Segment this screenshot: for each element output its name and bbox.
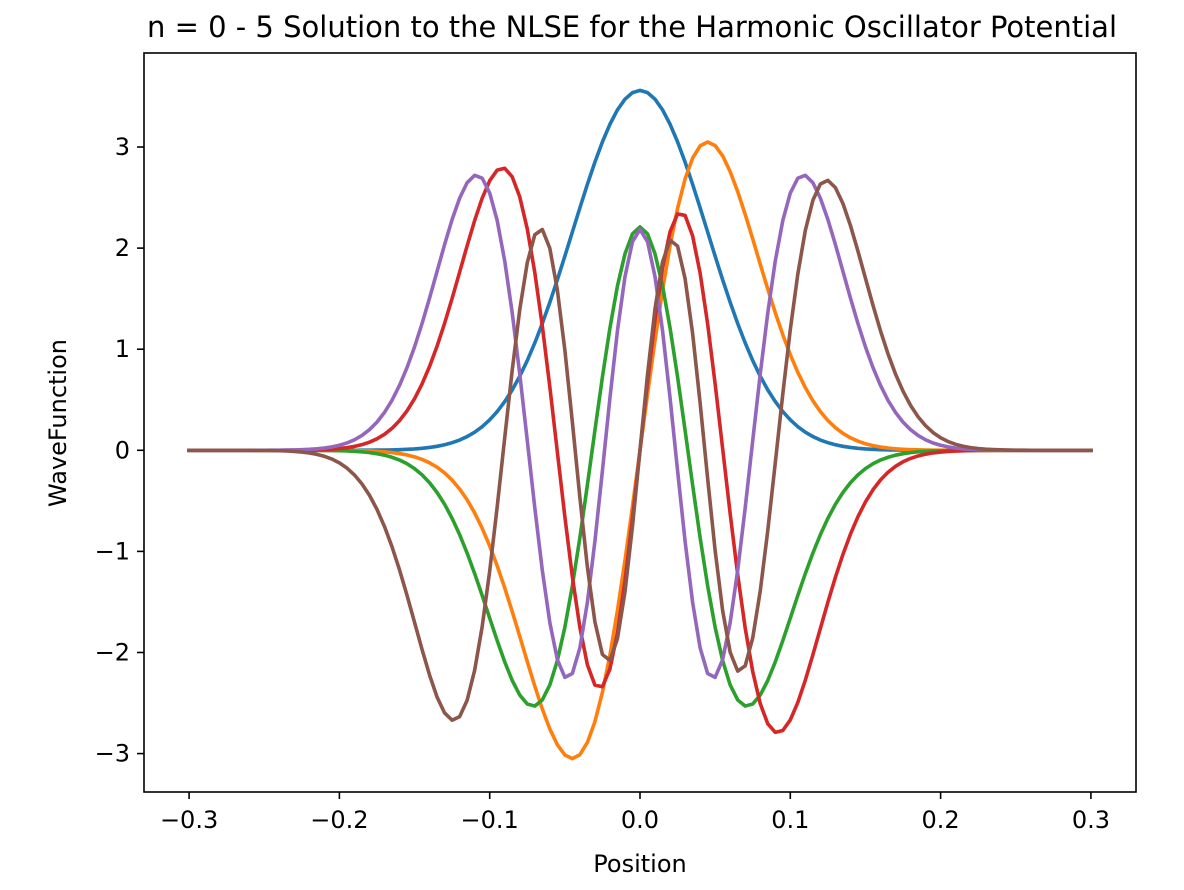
x-axis-label: Position [593,850,686,878]
x-axis: −0.3 −0.2 −0.1 0.0 0.1 0.2 0.3 [160,792,1110,834]
series-layer [187,88,1093,761]
y-axis-label: WaveFunction [44,339,72,507]
x-tick-label: −0.2 [310,806,368,834]
x-tick-label: −0.3 [160,806,218,834]
y-axis: −3 −2 −1 0 1 2 3 [95,133,144,768]
series-line-n5 [187,178,1093,723]
x-tick-label: 0.0 [621,806,659,834]
y-tick-label: 3 [115,133,130,161]
chart-title: n = 0 - 5 Solution to the NLSE for the H… [147,10,1117,44]
x-tick-label: 0.1 [771,806,809,834]
x-tick-label: 0.2 [922,806,960,834]
y-tick-label: −1 [95,537,130,565]
y-tick-label: 0 [115,436,130,464]
y-tick-label: 1 [115,335,130,363]
y-tick-label: −3 [95,740,130,768]
y-tick-label: 2 [115,234,130,262]
x-tick-label: 0.3 [1072,806,1110,834]
series-line-n4 [187,173,1093,680]
x-tick-label: −0.1 [461,806,519,834]
y-tick-label: −2 [95,638,130,666]
